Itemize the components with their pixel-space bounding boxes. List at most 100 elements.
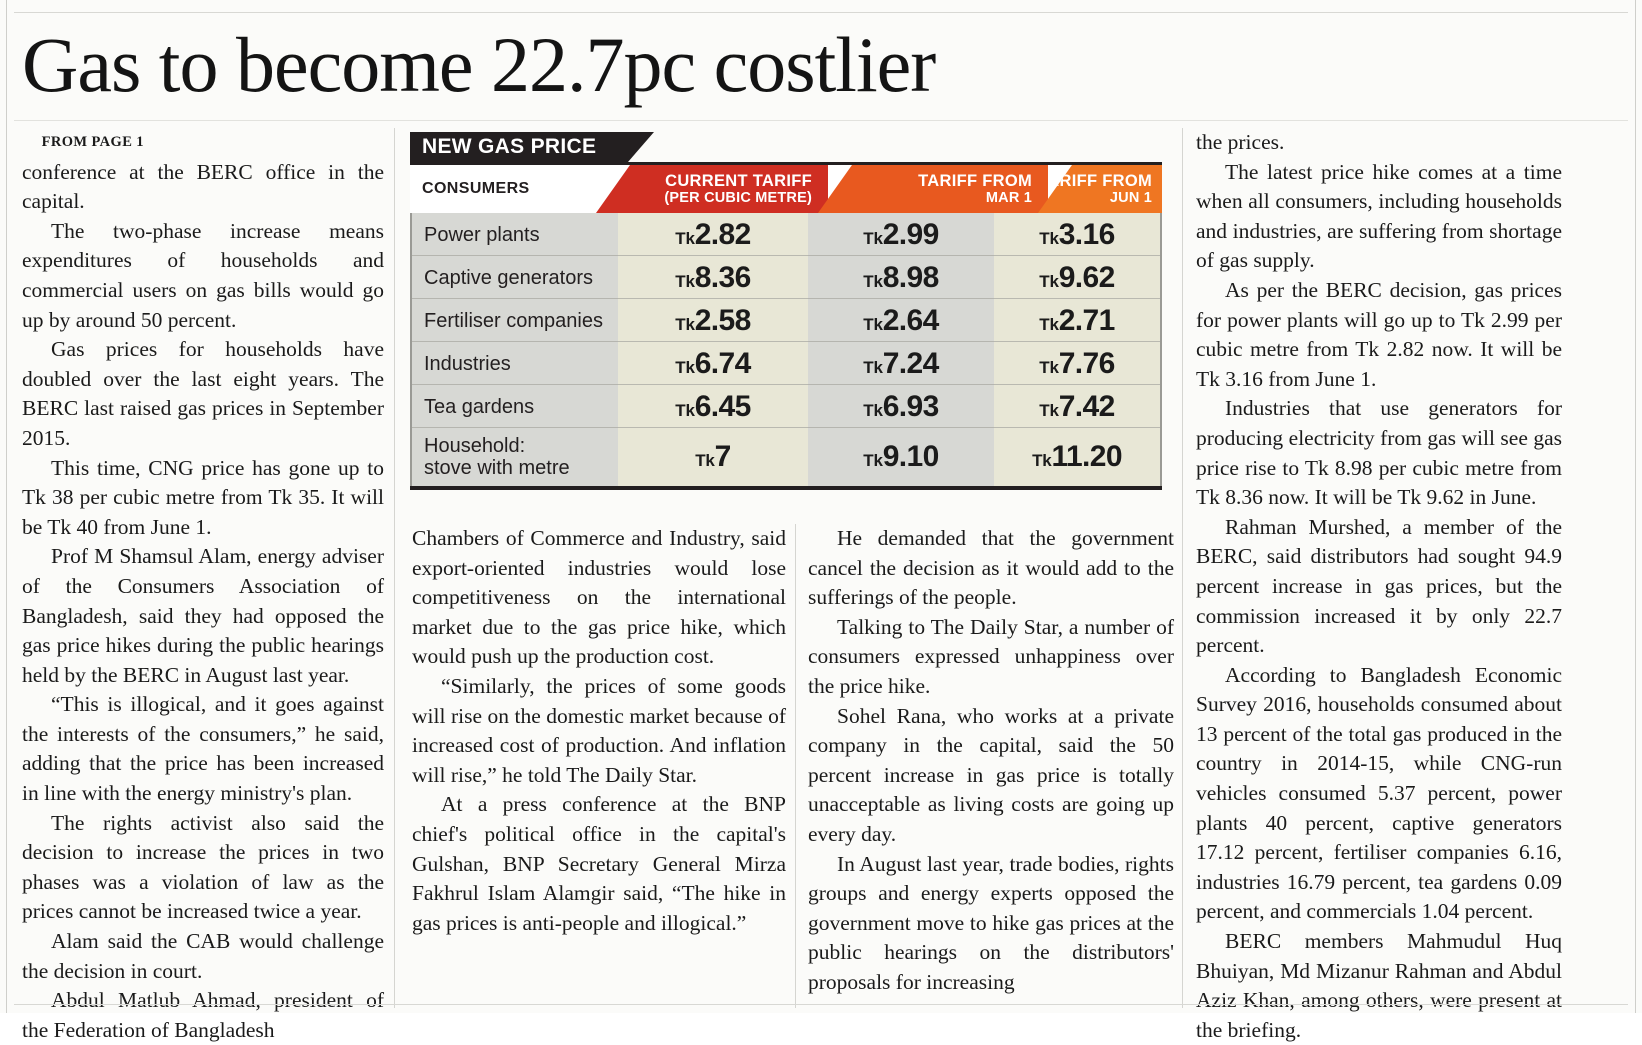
paragraph: According to Bangladesh Economic Survey … bbox=[1196, 662, 1562, 924]
currency-symbol: Tk bbox=[675, 271, 695, 291]
column-header-consumers-label: CONSUMERS bbox=[422, 180, 530, 197]
paragraph: Industries that use generators for produ… bbox=[1196, 396, 1562, 510]
value-current: 8.36 bbox=[694, 260, 752, 294]
paragraph: “This is illogical, and it goes against … bbox=[22, 692, 384, 806]
paragraph: Rahman Murshed, a member of the BERC, sa… bbox=[1196, 514, 1562, 658]
cell-tariff-mar: Tk9.10 bbox=[808, 428, 994, 486]
currency-symbol: Tk bbox=[675, 400, 695, 420]
table-row: Power plants Tk2.82 Tk2.99 Tk3.16 bbox=[412, 213, 1160, 256]
cell-tariff-mar: Tk7.24 bbox=[808, 342, 994, 385]
column-header-tariff-mar: TARIFF FROM MAR 1 bbox=[818, 165, 1048, 213]
table-row: Captive generators Tk8.36 Tk8.98 Tk9.62 bbox=[412, 256, 1160, 299]
gas-price-infographic: NEW GAS PRICE CONSUMERS CURRENT TARIFF (… bbox=[410, 132, 1162, 490]
cell-tariff-jun: Tk9.62 bbox=[994, 256, 1160, 299]
cell-tariff-jun: Tk2.71 bbox=[994, 299, 1160, 342]
column-divider-1 bbox=[394, 128, 395, 1008]
page-right-rule bbox=[1635, 0, 1636, 1013]
headline-divider bbox=[14, 120, 1628, 121]
currency-symbol: Tk bbox=[675, 357, 695, 377]
cell-current-tariff: Tk8.36 bbox=[618, 256, 808, 299]
currency-symbol: Tk bbox=[863, 451, 883, 470]
value-mar: 8.98 bbox=[882, 260, 940, 294]
value-mar: 7.24 bbox=[882, 346, 940, 380]
paragraph: At a press conference at the BNP chief's… bbox=[412, 792, 786, 935]
page-title: Gas to become 22.7pc costlier bbox=[22, 21, 936, 108]
column-header-current-line2: (PER CUBIC METRE) bbox=[664, 189, 812, 206]
article-column-3: He demanded that the government cancel t… bbox=[808, 524, 1174, 998]
cell-tariff-jun: Tk7.42 bbox=[994, 385, 1160, 428]
paragraph: conference at the BERC office in the cap… bbox=[22, 159, 384, 214]
infographic-title: NEW GAS PRICE bbox=[410, 132, 628, 162]
table-row: Fertiliser companies Tk2.58 Tk2.64 Tk2.7… bbox=[412, 299, 1160, 342]
value-mar: 6.93 bbox=[882, 389, 940, 423]
row-label: Power plants bbox=[412, 213, 618, 256]
paragraph: Chambers of Commerce and Industry, said … bbox=[412, 526, 786, 669]
cell-tariff-jun: Tk3.16 bbox=[994, 213, 1160, 256]
paragraph: The latest price hike comes at a time wh… bbox=[1196, 159, 1562, 273]
column-header-tariff-jun: TARIFF FROM JUN 1 bbox=[1038, 165, 1162, 213]
table-bottom-border bbox=[410, 486, 1162, 490]
currency-symbol: Tk bbox=[1039, 271, 1059, 291]
currency-symbol: Tk bbox=[675, 314, 695, 334]
row-label: Tea gardens bbox=[412, 385, 618, 428]
cell-tariff-mar: Tk8.98 bbox=[808, 256, 994, 299]
cell-tariff-mar: Tk2.64 bbox=[808, 299, 994, 342]
column-header-mar-line2: MAR 1 bbox=[985, 189, 1032, 206]
page-bottom-rule bbox=[14, 1004, 1628, 1005]
cell-current-tariff: Tk6.45 bbox=[618, 385, 808, 428]
page-left-rule bbox=[6, 0, 7, 1013]
value-jun: 2.71 bbox=[1058, 303, 1116, 337]
value-jun: 7.76 bbox=[1058, 346, 1116, 380]
currency-symbol: Tk bbox=[1039, 314, 1059, 334]
value-mar: 2.99 bbox=[882, 217, 940, 251]
row-label-line1: Fertiliser companies bbox=[424, 309, 603, 332]
table-body: Power plants Tk2.82 Tk2.99 Tk3.16 Captiv… bbox=[410, 213, 1162, 486]
row-label: Household: stove with metre bbox=[412, 428, 618, 486]
paragraph: Abdul Matlub Ahmad, president of the Fed… bbox=[22, 988, 384, 1042]
value-current: 2.58 bbox=[694, 303, 752, 337]
table-row: Household: stove with metre Tk7 Tk9.10 T… bbox=[412, 428, 1160, 486]
table-row: Industries Tk6.74 Tk7.24 Tk 7.76 bbox=[412, 342, 1160, 385]
paragraph: the prices. bbox=[1196, 130, 1285, 154]
from-page-kicker: FROM PAGE 1 bbox=[41, 134, 144, 150]
row-label: Captive generators bbox=[412, 256, 618, 299]
cell-current-tariff: Tk7 bbox=[618, 428, 808, 486]
infographic-title-underline bbox=[410, 162, 1162, 165]
column-header-jun-line1: TARIFF FROM bbox=[1038, 171, 1152, 190]
cell-current-tariff: Tk6.74 bbox=[618, 342, 808, 385]
column-header-mar-line1: TARIFF FROM bbox=[918, 171, 1032, 190]
column-header-current-line1: CURRENT TARIFF bbox=[665, 171, 812, 190]
value-current: 7 bbox=[714, 440, 732, 473]
value-current: 2.82 bbox=[694, 217, 752, 251]
value-jun: 9.62 bbox=[1058, 260, 1116, 294]
row-label: Industries bbox=[412, 342, 618, 385]
cell-tariff-mar: Tk2.99 bbox=[808, 213, 994, 256]
paragraph: He demanded that the government cancel t… bbox=[808, 526, 1174, 610]
column-header-consumers: CONSUMERS bbox=[410, 165, 616, 213]
value-current: 6.74 bbox=[694, 346, 752, 380]
paragraph: Alam said the CAB would challenge the de… bbox=[22, 929, 384, 983]
row-label: Fertiliser companies bbox=[412, 299, 618, 342]
row-label-line1: Captive generators bbox=[424, 266, 593, 289]
value-current: 6.45 bbox=[694, 389, 752, 423]
currency-symbol: Tk bbox=[695, 451, 715, 470]
currency-symbol: Tk bbox=[675, 228, 695, 248]
cell-tariff-jun: Tk11.20 bbox=[994, 428, 1160, 486]
row-separator bbox=[412, 383, 1160, 385]
paragraph: “Similarly, the prices of some goods wil… bbox=[412, 673, 786, 787]
row-label-line1: Household: bbox=[424, 435, 526, 457]
paragraph: In August last year, trade bodies, right… bbox=[808, 851, 1174, 994]
value-mar: 2.64 bbox=[882, 303, 940, 337]
value-mar: 9.10 bbox=[882, 440, 940, 473]
value-jun: 3.16 bbox=[1058, 217, 1116, 251]
currency-symbol: Tk bbox=[1039, 228, 1059, 248]
paragraph: This time, CNG price has gone up to Tk 3… bbox=[22, 455, 384, 539]
column-divider-2 bbox=[795, 524, 796, 1008]
row-label-line1: Industries bbox=[424, 352, 511, 375]
paragraph: The rights activist also said the decisi… bbox=[22, 810, 384, 924]
paragraph: As per the BERC decision, gas prices for… bbox=[1196, 277, 1562, 391]
infographic-title-bar: NEW GAS PRICE bbox=[410, 132, 1162, 165]
article-column-2: Chambers of Commerce and Industry, said … bbox=[412, 524, 786, 938]
paragraph: Sohel Rana, who works at a private compa… bbox=[808, 703, 1174, 846]
currency-symbol: Tk bbox=[863, 271, 883, 291]
